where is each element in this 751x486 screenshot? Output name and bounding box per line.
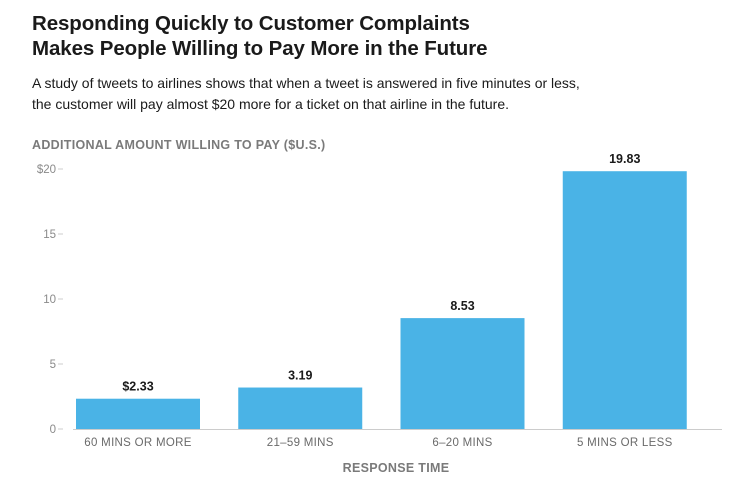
chart-title-line-2: Makes People Willing to Pay More in the … bbox=[32, 37, 488, 60]
y-axis-label: ADDITIONAL AMOUNT WILLING TO PAY ($U.S.) bbox=[32, 138, 326, 152]
x-tick-label: 60 MINS OR MORE bbox=[84, 437, 191, 449]
x-tick-label: 21–59 MINS bbox=[267, 437, 334, 449]
x-tick-label: 5 MINS OR LESS bbox=[577, 437, 673, 449]
bar bbox=[76, 398, 200, 429]
y-tick-label: 10 bbox=[43, 294, 56, 306]
chart-title: Responding Quickly to Customer Complaint… bbox=[32, 11, 732, 61]
data-labels-group: $2.33 3.19 8.53 19.83 bbox=[122, 152, 640, 393]
bars-group bbox=[76, 171, 687, 429]
chart-subtitle-line-2: the customer will pay almost $20 more fo… bbox=[32, 96, 510, 112]
bar-value-label: 19.83 bbox=[609, 152, 640, 166]
y-tick-label: $20 bbox=[37, 164, 56, 176]
bar-value-label: 8.53 bbox=[450, 299, 474, 313]
chart-subtitle: A study of tweets to airlines shows that… bbox=[32, 73, 732, 115]
y-tick-label: 15 bbox=[43, 229, 56, 241]
chart-title-line-1: Responding Quickly to Customer Complaint… bbox=[32, 12, 470, 35]
bar bbox=[562, 171, 687, 429]
bar bbox=[238, 387, 363, 429]
x-axis-label: RESPONSE TIME bbox=[343, 461, 450, 475]
chart-subtitle-line-1: A study of tweets to airlines shows that… bbox=[32, 75, 580, 91]
y-axis: 0 5 10 15 $20 bbox=[37, 164, 63, 436]
bar bbox=[400, 318, 525, 429]
y-tick-label: 0 bbox=[50, 424, 56, 436]
bar-value-label: $2.33 bbox=[122, 380, 153, 394]
bar-value-label: 3.19 bbox=[288, 369, 312, 383]
x-axis: 60 MINS OR MORE 21–59 MINS 6–20 MINS 5 MINS… bbox=[73, 429, 722, 449]
y-tick-label: 5 bbox=[50, 359, 56, 371]
x-tick-label: 6–20 MINS bbox=[432, 437, 492, 449]
